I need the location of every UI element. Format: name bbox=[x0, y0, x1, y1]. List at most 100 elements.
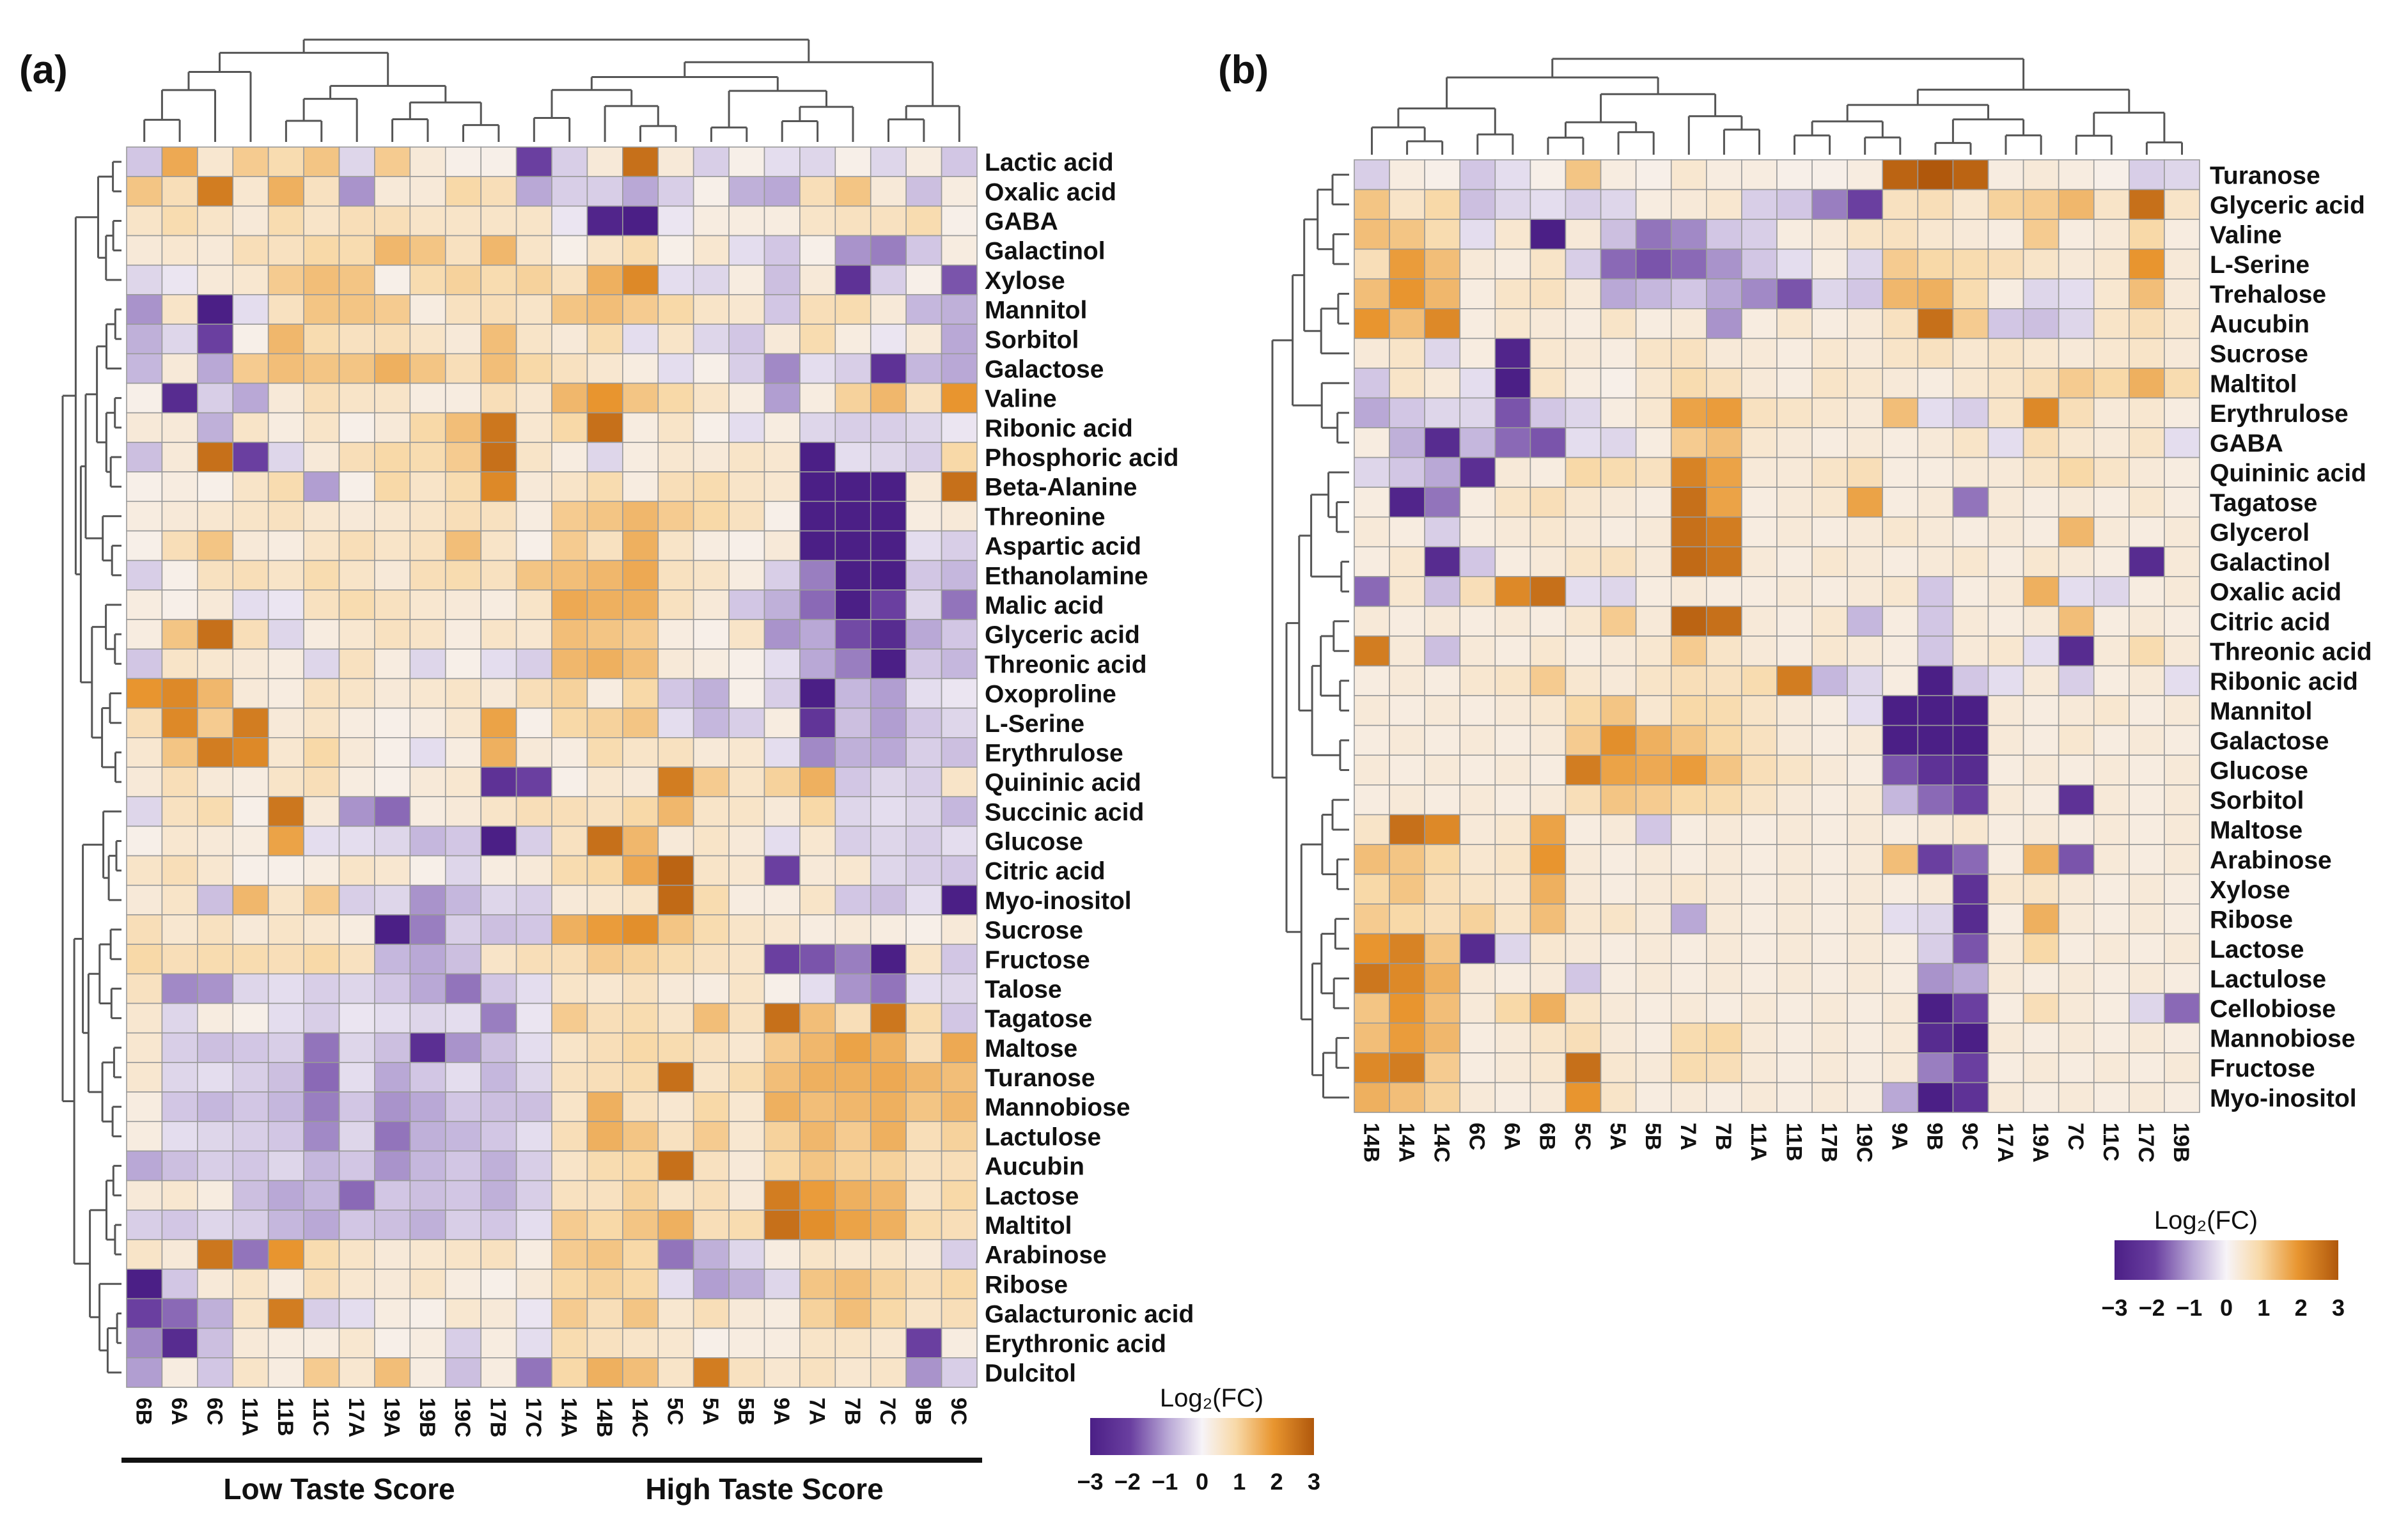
heatmap-cell bbox=[1600, 278, 1637, 309]
heatmap-cell bbox=[2093, 1082, 2130, 1113]
heatmap-cell bbox=[126, 825, 163, 857]
heatmap-cell bbox=[1389, 487, 1425, 518]
heatmap-cell bbox=[1776, 456, 1813, 488]
heatmap-cell bbox=[728, 707, 765, 738]
heatmap-cell bbox=[692, 264, 730, 295]
heatmap-cell bbox=[905, 1239, 942, 1270]
heatmap-cell bbox=[870, 294, 907, 325]
heatmap-cell bbox=[551, 1121, 588, 1152]
heatmap-cell bbox=[1354, 933, 1390, 964]
heatmap-cell bbox=[1600, 724, 1637, 756]
heatmap-cell bbox=[1882, 992, 1919, 1024]
heatmap-cell bbox=[692, 678, 730, 709]
heatmap-cell bbox=[1600, 487, 1637, 518]
heatmap-cell bbox=[905, 944, 942, 975]
heatmap-cell bbox=[374, 737, 411, 768]
heatmap-cell bbox=[692, 1091, 730, 1123]
heatmap-cell bbox=[2058, 754, 2095, 786]
heatmap-cell bbox=[905, 767, 942, 797]
heatmap-cell bbox=[763, 1032, 801, 1063]
heatmap-cell bbox=[409, 589, 446, 620]
panel-b-heatmap-cells bbox=[1354, 159, 2200, 1113]
column-label: 9C bbox=[946, 1398, 971, 1425]
heatmap-cell bbox=[480, 412, 517, 443]
heatmap-cell bbox=[232, 914, 269, 945]
heatmap-cell bbox=[728, 530, 765, 561]
heatmap-cell bbox=[1494, 368, 1531, 399]
heatmap-cell bbox=[941, 648, 978, 680]
heatmap-cell bbox=[1987, 814, 2024, 845]
heatmap-cell bbox=[1424, 1022, 1461, 1054]
column-label: 7A bbox=[1676, 1123, 1700, 1150]
heatmap-cell bbox=[480, 1327, 517, 1359]
heatmap-cell bbox=[409, 737, 446, 768]
heatmap-cell bbox=[763, 501, 801, 532]
heatmap-cell bbox=[1952, 873, 1989, 905]
heatmap-cell bbox=[1670, 754, 1707, 786]
heatmap-cell bbox=[1882, 427, 1919, 458]
heatmap-cell bbox=[728, 767, 765, 797]
heatmap-cell bbox=[551, 294, 588, 325]
row-label: Arabinose bbox=[2210, 846, 2332, 874]
heatmap-cell bbox=[2058, 576, 2095, 607]
heatmap-cell bbox=[941, 235, 978, 266]
panel-a-heatmap-cells bbox=[126, 146, 978, 1388]
panel-a-column-dendrogram bbox=[143, 38, 960, 142]
heatmap-cell bbox=[338, 235, 375, 266]
heatmap-cell bbox=[444, 1032, 481, 1063]
heatmap-cell bbox=[834, 146, 872, 177]
heatmap-cell bbox=[692, 619, 730, 650]
heatmap-cell bbox=[1847, 784, 1884, 816]
heatmap-cell bbox=[126, 235, 163, 266]
heatmap-cell bbox=[374, 205, 411, 237]
heatmap-cell bbox=[2164, 456, 2200, 488]
heatmap-cell bbox=[1670, 1052, 1707, 1084]
heatmap-cell bbox=[1952, 189, 1989, 220]
heatmap-cell bbox=[1354, 1052, 1390, 1084]
heatmap-cell bbox=[941, 767, 978, 797]
heatmap-cell bbox=[834, 1062, 872, 1093]
column-label: 5B bbox=[734, 1398, 758, 1425]
heatmap-cell bbox=[1565, 665, 1602, 696]
heatmap-cell bbox=[1776, 605, 1813, 637]
panel-b-legend-title: Log₂(FC) bbox=[2154, 1206, 2258, 1235]
heatmap-cell bbox=[515, 1239, 552, 1270]
heatmap-cell bbox=[1529, 724, 1567, 756]
heatmap-cell bbox=[480, 264, 517, 295]
heatmap-cell bbox=[1917, 1052, 1954, 1084]
heatmap-cell bbox=[763, 323, 801, 355]
heatmap-cell bbox=[1459, 1052, 1496, 1084]
row-label: Sorbitol bbox=[2210, 787, 2304, 814]
heatmap-cell bbox=[1459, 605, 1496, 637]
heatmap-cell bbox=[870, 1032, 907, 1063]
heatmap-cell bbox=[1776, 159, 1813, 191]
heatmap-cell bbox=[1494, 1082, 1531, 1113]
heatmap-cell bbox=[515, 353, 552, 384]
heatmap-cell bbox=[1847, 635, 1884, 667]
heatmap-cell bbox=[941, 442, 978, 472]
heatmap-cell bbox=[1635, 873, 1672, 905]
column-label: 19C bbox=[1852, 1123, 1877, 1162]
heatmap-cell bbox=[338, 648, 375, 680]
heatmap-cell bbox=[303, 1150, 340, 1181]
heatmap-cell bbox=[763, 1268, 801, 1300]
heatmap-cell bbox=[1600, 665, 1637, 696]
heatmap-cell bbox=[338, 471, 375, 502]
heatmap-cell bbox=[1917, 933, 1954, 964]
heatmap-cell bbox=[515, 412, 552, 443]
heatmap-cell bbox=[1706, 516, 1742, 548]
heatmap-cell bbox=[2164, 487, 2200, 518]
heatmap-cell bbox=[2058, 724, 2095, 756]
heatmap-cell bbox=[551, 855, 588, 886]
heatmap-cell bbox=[1706, 1052, 1742, 1084]
heatmap-cell bbox=[1741, 397, 1778, 428]
heatmap-cell bbox=[799, 707, 836, 738]
heatmap-cell bbox=[799, 737, 836, 768]
heatmap-cell bbox=[1670, 576, 1707, 607]
heatmap-cell bbox=[870, 353, 907, 384]
heatmap-cell bbox=[2129, 397, 2165, 428]
heatmap-cell bbox=[763, 589, 801, 620]
heatmap-cell bbox=[2022, 814, 2060, 845]
heatmap-cell bbox=[338, 1239, 375, 1270]
